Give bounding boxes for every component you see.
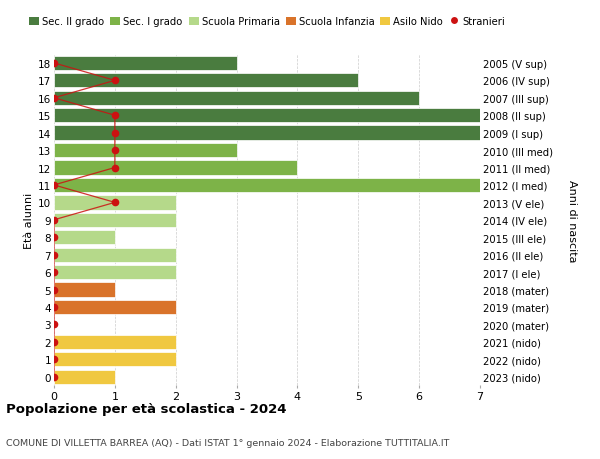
Bar [54,353,176,367]
Bar [54,179,480,193]
Bar [54,248,176,262]
Bar [54,335,176,349]
Bar [54,370,115,384]
Y-axis label: Età alunni: Età alunni [24,192,34,248]
Bar [54,161,298,175]
Bar [54,91,419,106]
Legend: Sec. II grado, Sec. I grado, Scuola Primaria, Scuola Infanzia, Asilo Nido, Stran: Sec. II grado, Sec. I grado, Scuola Prim… [29,17,505,27]
Bar [54,74,358,88]
Bar [54,144,236,158]
Bar [54,56,236,71]
Bar [54,283,115,297]
Bar [54,230,115,245]
Y-axis label: Anni di nascita: Anni di nascita [566,179,577,262]
Text: Popolazione per età scolastica - 2024: Popolazione per età scolastica - 2024 [6,403,287,415]
Text: COMUNE DI VILLETTA BARREA (AQ) - Dati ISTAT 1° gennaio 2024 - Elaborazione TUTTI: COMUNE DI VILLETTA BARREA (AQ) - Dati IS… [6,438,449,448]
Bar [54,126,480,140]
Bar [54,300,176,314]
Bar [54,109,480,123]
Bar [54,213,176,228]
Bar [54,265,176,280]
Bar [54,196,176,210]
